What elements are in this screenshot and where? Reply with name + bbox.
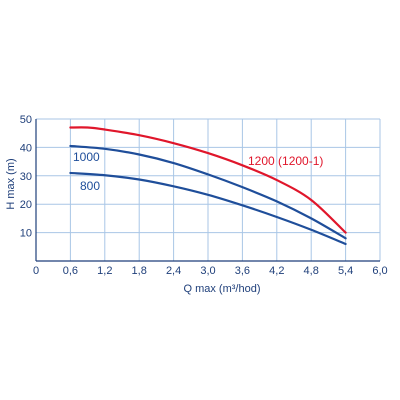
- x-tick-label: 5,4: [338, 265, 353, 277]
- series-line: [69, 144, 347, 240]
- x-tick-label: 2,4: [166, 265, 181, 277]
- series-label: 800: [80, 179, 100, 193]
- x-tick-label: 0: [33, 265, 39, 277]
- x-tick-label: 3,6: [235, 265, 250, 277]
- series-labels: 1200 (1200-1) 1000 800: [73, 150, 323, 193]
- y-tick-label: 50: [20, 114, 32, 126]
- x-tick-label: 1,2: [97, 265, 112, 277]
- series-label: 1000: [73, 150, 100, 164]
- y-tick-label: 30: [20, 171, 32, 183]
- x-tick-label: 0,6: [63, 265, 78, 277]
- y-tick-label: 20: [20, 199, 32, 211]
- x-tick-label: 6,0: [372, 265, 387, 277]
- series-line: [69, 126, 347, 234]
- y-tick-label: 10: [20, 228, 32, 240]
- x-tick-label: 1,8: [132, 265, 147, 277]
- x-tick-label: 4,8: [304, 265, 319, 277]
- x-axis-title: Q max (m³/hod): [183, 283, 260, 295]
- series-label: 1200 (1200-1): [248, 154, 323, 168]
- x-tick-label: 3,0: [200, 265, 215, 277]
- series-line: [69, 171, 347, 246]
- tick-labels: 0 0,6 1,2 1,8 2,4 3,0 3,6 4,2 4,8 5,4 6,0 10 20 30 40 5…: [20, 114, 388, 277]
- y-axis-title: H max (m): [5, 158, 17, 209]
- series-curves: [69, 126, 347, 246]
- x-tick-label: 4,2: [269, 265, 284, 277]
- grid: [35, 118, 381, 262]
- y-tick-label: 40: [20, 142, 32, 154]
